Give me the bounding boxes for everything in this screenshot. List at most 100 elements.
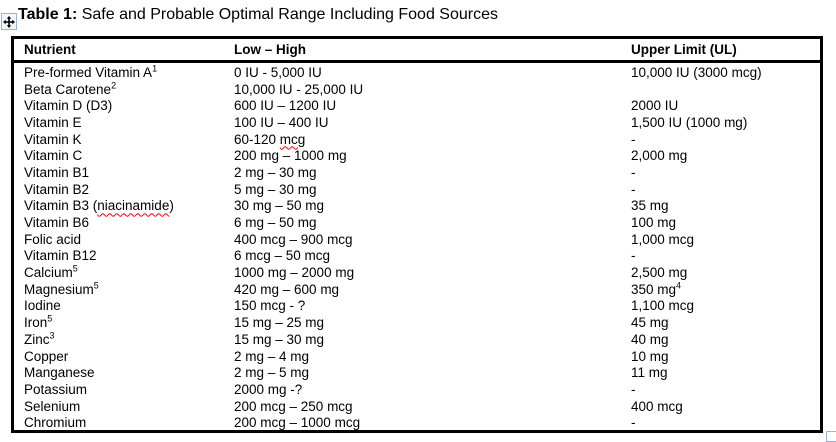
upper-limit-cell: 11 mg [631,365,668,381]
upper-limit-cell: - [631,131,636,147]
table-row: Vitamin B1 2 mg – 30 mg - [14,164,820,181]
low-high-cell: 10,000 IU - 25,000 IU [234,81,364,97]
upper-limit-cell: 1,000 mcg [631,231,695,247]
table-row: Vitamin B12 6 mcg – 50 mcg - [14,248,820,265]
table-row: Manganese 2 mg – 5 mg 11 mg [14,364,820,381]
footnote-marker: 3 [49,330,55,341]
footnote-marker: 1 [152,63,158,74]
table-row: Chromium 200 mcg – 1000 mcg - [14,414,820,431]
footnote-marker: 4 [676,280,682,291]
table-row: Vitamin C 200 mg – 1000 mg 2,000 mg [14,147,820,164]
table-row: Vitamin B3 (niacinamide) 30 mg – 50 mg 35 … [14,198,820,215]
header-upper-limit: Upper Limit (UL) [631,42,737,57]
low-high-cell: 15 mg – 25 mg [234,315,325,331]
nutrient-cell: Pre-formed Vitamin A1 [24,63,158,80]
nutrient-cell: Magnesium5 [24,280,99,297]
table-row: Beta Carotene2 10,000 IU - 25,000 IU [14,81,820,98]
table-row: Calcium5 1000 mg – 2000 mg 2,500 mg [14,264,820,281]
low-high-cell: 2 mg – 30 mg [234,164,317,180]
nutrient-cell: Vitamin B6 [24,215,90,231]
upper-limit-cell: - [631,248,636,264]
low-high-cell: 400 mcg – 900 mcg [234,231,353,247]
low-high-cell: 1000 mg – 2000 mg [234,265,355,281]
upper-limit-cell: 35 mg [631,198,669,214]
nutrient-cell: Vitamin B12 [24,248,97,264]
low-high-cell: 2 mg – 5 mg [234,365,310,381]
nutrient-cell: Chromium [24,415,87,431]
table-row: Vitamin B6 6 mg – 50 mg 100 mg [14,214,820,231]
table-row: Vitamin B2 5 mg – 30 mg - [14,181,820,198]
upper-limit-cell: 10,000 IU (3000 mcg) [631,64,762,80]
table-resize-handle[interactable] [826,431,836,442]
table-row: Iron5 15 mg – 25 mg 45 mg [14,314,820,331]
upper-limit-cell: 2000 IU [631,98,679,114]
nutrient-cell: Vitamin B2 [24,181,90,197]
table-body: Pre-formed Vitamin A1 0 IU - 5,000 IU 10,0… [14,63,820,431]
upper-limit-cell: 100 mg [631,215,677,231]
nutrient-cell: Vitamin C [24,148,83,164]
footnote-marker: 5 [47,313,53,324]
low-high-cell: 100 IU – 400 IU [234,114,329,130]
upper-limit-cell: 2,500 mg [631,265,688,281]
low-high-cell: 2 mg – 4 mg [234,348,310,364]
low-high-cell: 600 IU – 1200 IU [234,98,337,114]
low-high-cell: 2000 mg -? [234,381,303,397]
table-row: Iodine 150 mcg - ? 1,100 mcg [14,298,820,315]
low-high-cell: 60-120 mcg [234,131,306,147]
upper-limit-cell: 10 mg [631,348,669,364]
nutrient-cell: Beta Carotene2 [24,80,117,97]
table-row: Magnesium5 420 mg – 600 mg 350 mg4 [14,281,820,298]
nutrient-cell: Vitamin K [24,131,82,147]
table-move-handle[interactable] [1,13,17,30]
low-high-cell: 150 mcg - ? [234,298,306,314]
header-nutrient: Nutrient [24,42,76,57]
footnote-marker: 2 [111,80,117,91]
upper-limit-cell: 2,000 mg [631,148,688,164]
nutrient-cell: Folic acid [24,231,82,247]
nutrient-cell: Calcium5 [24,263,78,281]
upper-limit-cell: 400 mcg [631,398,683,414]
table-row: Potassium 2000 mg -? - [14,381,820,398]
low-high-cell: 6 mcg – 50 mcg [234,248,331,264]
misspelled-word: mcg [279,131,306,147]
table-row: Zinc3 15 mg – 30 mg 40 mg [14,331,820,348]
table-title-label: Table 1: [18,6,78,23]
footnote-marker: 5 [72,263,78,274]
table-row: Vitamin D (D3) 600 IU – 1200 IU 2000 IU [14,97,820,114]
upper-limit-cell: - [631,164,636,180]
nutrient-cell: Potassium [24,381,88,397]
low-high-cell: 200 mcg – 1000 mcg [234,415,361,431]
nutrient-cell: Vitamin D (D3) [24,98,113,114]
low-high-cell: 0 IU - 5,000 IU [234,64,322,80]
footnote-marker: 5 [93,280,99,291]
nutrient-cell: Vitamin B3 (niacinamide) [24,198,174,214]
table-title-text: Safe and Probable Optimal Range Includin… [77,6,498,23]
upper-limit-cell: 45 mg [631,315,669,331]
nutrient-cell: Manganese [24,365,95,381]
upper-limit-cell: 350 mg4 [631,280,682,297]
table-row: Pre-formed Vitamin A1 0 IU - 5,000 IU 10,0… [14,64,820,81]
upper-limit-cell: - [631,381,636,397]
table-header-row: Nutrient Low – High Upper Limit (UL) [14,39,820,63]
nutrient-cell: Copper [24,348,69,364]
nutrient-cell: Iodine [24,298,61,314]
upper-limit-cell: - [631,181,636,197]
low-high-cell: 30 mg – 50 mg [234,198,325,214]
upper-limit-cell: - [631,415,636,431]
misspelled-word: niacinamide [97,198,170,214]
nutrient-cell: Vitamin E [24,114,82,130]
low-high-cell: 420 mg – 600 mg [234,281,340,297]
table-row: Selenium 200 mcg – 250 mcg 400 mcg [14,398,820,415]
table-row: Vitamin E 100 IU – 400 IU 1,500 IU (1000 m… [14,114,820,131]
nutrient-cell: Zinc3 [24,330,55,347]
nutrient-cell: Selenium [24,398,81,414]
low-high-cell: 15 mg – 30 mg [234,331,325,347]
table-title: Table 1: Safe and Probable Optimal Range… [18,6,498,24]
nutrient-table: Nutrient Low – High Upper Limit (UL) Pre… [11,36,823,433]
low-high-cell: 5 mg – 30 mg [234,181,317,197]
low-high-cell: 200 mg – 1000 mg [234,148,347,164]
table-row: Copper 2 mg – 4 mg 10 mg [14,348,820,365]
nutrient-cell: Vitamin B1 [24,164,90,180]
low-high-cell: 6 mg – 50 mg [234,215,317,231]
move-arrows-icon [3,15,15,28]
